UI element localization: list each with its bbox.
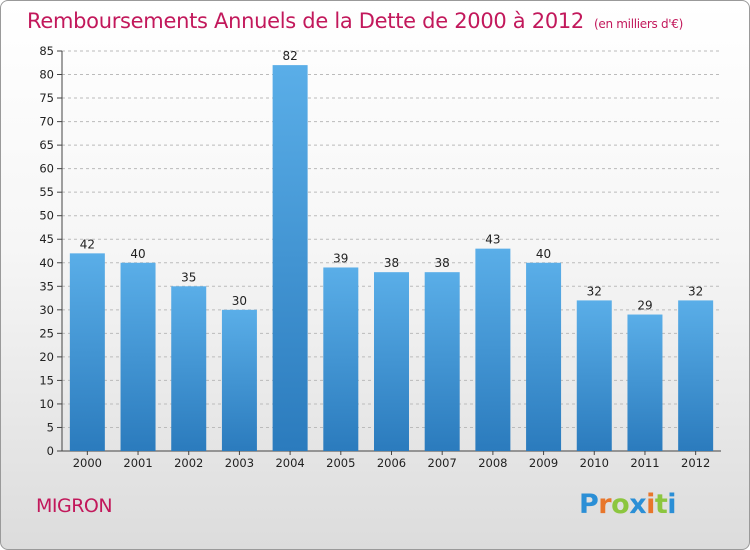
- data-label-2002: 35: [181, 270, 196, 284]
- bar-2002: [171, 286, 207, 451]
- chart-title: Remboursements Annuels de la Dette de 20…: [27, 9, 683, 33]
- brand-letter: i: [667, 489, 677, 520]
- bars: [69, 65, 714, 451]
- brand-letter: x: [629, 489, 647, 520]
- data-labels: 42 40 35 30 82 39 38 38 43 40 32 29 32: [80, 49, 704, 312]
- y-tick-label: 65: [39, 138, 54, 152]
- x-tick-label: 2001: [123, 456, 152, 470]
- bar-2009: [526, 262, 562, 451]
- bar-2008: [475, 248, 511, 451]
- y-tick-label: 80: [39, 68, 54, 82]
- y-tick-label: 0: [47, 444, 54, 458]
- y-tick-label: 30: [39, 303, 54, 317]
- x-tick-label: 2005: [326, 456, 355, 470]
- data-label-2008: 43: [485, 233, 500, 247]
- data-label-2000: 42: [80, 237, 95, 251]
- x-tick-labels: 2000 2001 2002 2003 2004 2005 2006 2007 2008 2009…: [73, 456, 711, 470]
- y-tick-label: 70: [39, 115, 54, 129]
- data-label-2012: 32: [688, 284, 703, 298]
- bar-2003: [221, 309, 257, 451]
- brand-letter: o: [611, 489, 630, 520]
- y-tick-label: 15: [39, 373, 54, 387]
- bar-2004: [272, 65, 308, 451]
- x-tick-label: 2006: [377, 456, 406, 470]
- brand-letter: t: [654, 489, 668, 520]
- y-tick-label: 50: [39, 209, 54, 223]
- y-tick-label: 75: [39, 91, 54, 105]
- data-label-2003: 30: [232, 294, 247, 308]
- chart-subtitle: (en milliers d'€): [594, 17, 684, 31]
- commune-name: MIGRON: [36, 495, 113, 517]
- bar-2010: [576, 300, 612, 451]
- brand-letter: P: [579, 489, 599, 520]
- data-label-2006: 38: [384, 256, 399, 270]
- x-tick-label: 2002: [174, 456, 203, 470]
- bar-2012: [678, 300, 714, 451]
- bar-2000: [69, 253, 105, 451]
- data-label-2004: 82: [282, 49, 297, 63]
- brand-letter: i: [646, 489, 655, 520]
- data-label-2005: 39: [333, 251, 348, 265]
- y-tick-label: 55: [39, 185, 54, 199]
- y-tick-label: 25: [39, 326, 54, 340]
- x-tick-label: 2003: [225, 456, 254, 470]
- bar-2011: [627, 314, 663, 451]
- bar-2005: [323, 267, 359, 451]
- x-tick-label: 2008: [478, 456, 507, 470]
- bar-2007: [424, 272, 460, 451]
- x-tick-label: 2010: [580, 456, 609, 470]
- data-label-2001: 40: [130, 247, 145, 261]
- brand-logo: Proxiti: [579, 489, 677, 520]
- y-tick-label: 40: [39, 256, 54, 270]
- y-tick-label: 10: [39, 397, 54, 411]
- bar-2001: [120, 262, 156, 451]
- x-tick-label: 2000: [73, 456, 102, 470]
- data-label-2011: 29: [637, 299, 652, 313]
- chart-title-text: Remboursements Annuels de la Dette de 20…: [27, 9, 584, 33]
- bar-2006: [374, 272, 409, 451]
- data-label-2009: 40: [536, 247, 551, 261]
- x-tick-label: 2009: [529, 456, 558, 470]
- y-tick-label: 60: [39, 162, 54, 176]
- y-tick-label: 5: [47, 420, 54, 434]
- y-tick-labels: 0 5 10 15 20 25 30 35 40 45 50 55 60 65 70 75 80 85: [39, 44, 54, 458]
- brand-letter: r: [598, 489, 612, 520]
- y-tick-label: 20: [39, 350, 54, 364]
- x-tick-label: 2004: [275, 456, 304, 470]
- y-tick-label: 35: [39, 279, 54, 293]
- y-tick-label: 85: [39, 44, 54, 58]
- data-label-2007: 38: [435, 256, 450, 270]
- x-tick-label: 2012: [681, 456, 710, 470]
- x-tick-label: 2011: [630, 456, 659, 470]
- data-label-2010: 32: [587, 284, 602, 298]
- x-tick-label: 2007: [428, 456, 457, 470]
- y-tick-label: 45: [39, 232, 54, 246]
